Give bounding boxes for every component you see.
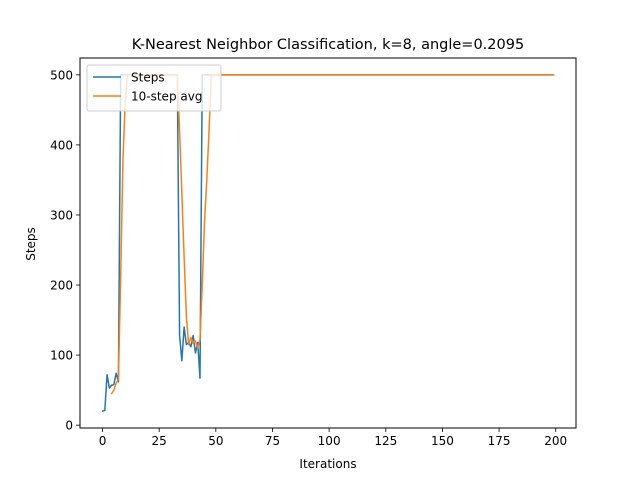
x-tick-label: 25 (152, 434, 167, 448)
y-tick-label: 300 (50, 208, 73, 222)
y-tick-label: 200 (50, 279, 73, 293)
x-tick-label: 175 (488, 434, 511, 448)
x-axis: 0 25 50 75 100 125 150 175 200 (99, 428, 567, 448)
x-tick-label: 125 (374, 434, 397, 448)
x-axis-title: Iterations (299, 457, 356, 471)
x-tick-label: 50 (208, 434, 223, 448)
legend: Steps 10-step avg (86, 64, 222, 112)
legend-label: 10-step avg (131, 90, 202, 104)
x-tick-label: 75 (265, 434, 280, 448)
legend-label: Steps (131, 71, 165, 85)
y-tick-label: 400 (50, 138, 73, 152)
x-tick-label: 0 (99, 434, 107, 448)
y-axis-title: Steps (24, 227, 38, 261)
plot-background (80, 58, 576, 428)
y-tick-label: 0 (65, 419, 73, 433)
chart-title: K-Nearest Neighbor Classification, k=8, … (132, 37, 524, 53)
plot-frame (79, 57, 577, 429)
y-tick-label: 100 (50, 349, 73, 363)
y-axis: 0 100 200 300 400 500 (50, 68, 80, 433)
x-tick-label: 150 (431, 434, 454, 448)
plot-area (80, 58, 576, 428)
x-tick-label: 200 (544, 434, 567, 448)
x-tick-label: 100 (318, 434, 341, 448)
y-tick-label: 500 (50, 68, 73, 82)
